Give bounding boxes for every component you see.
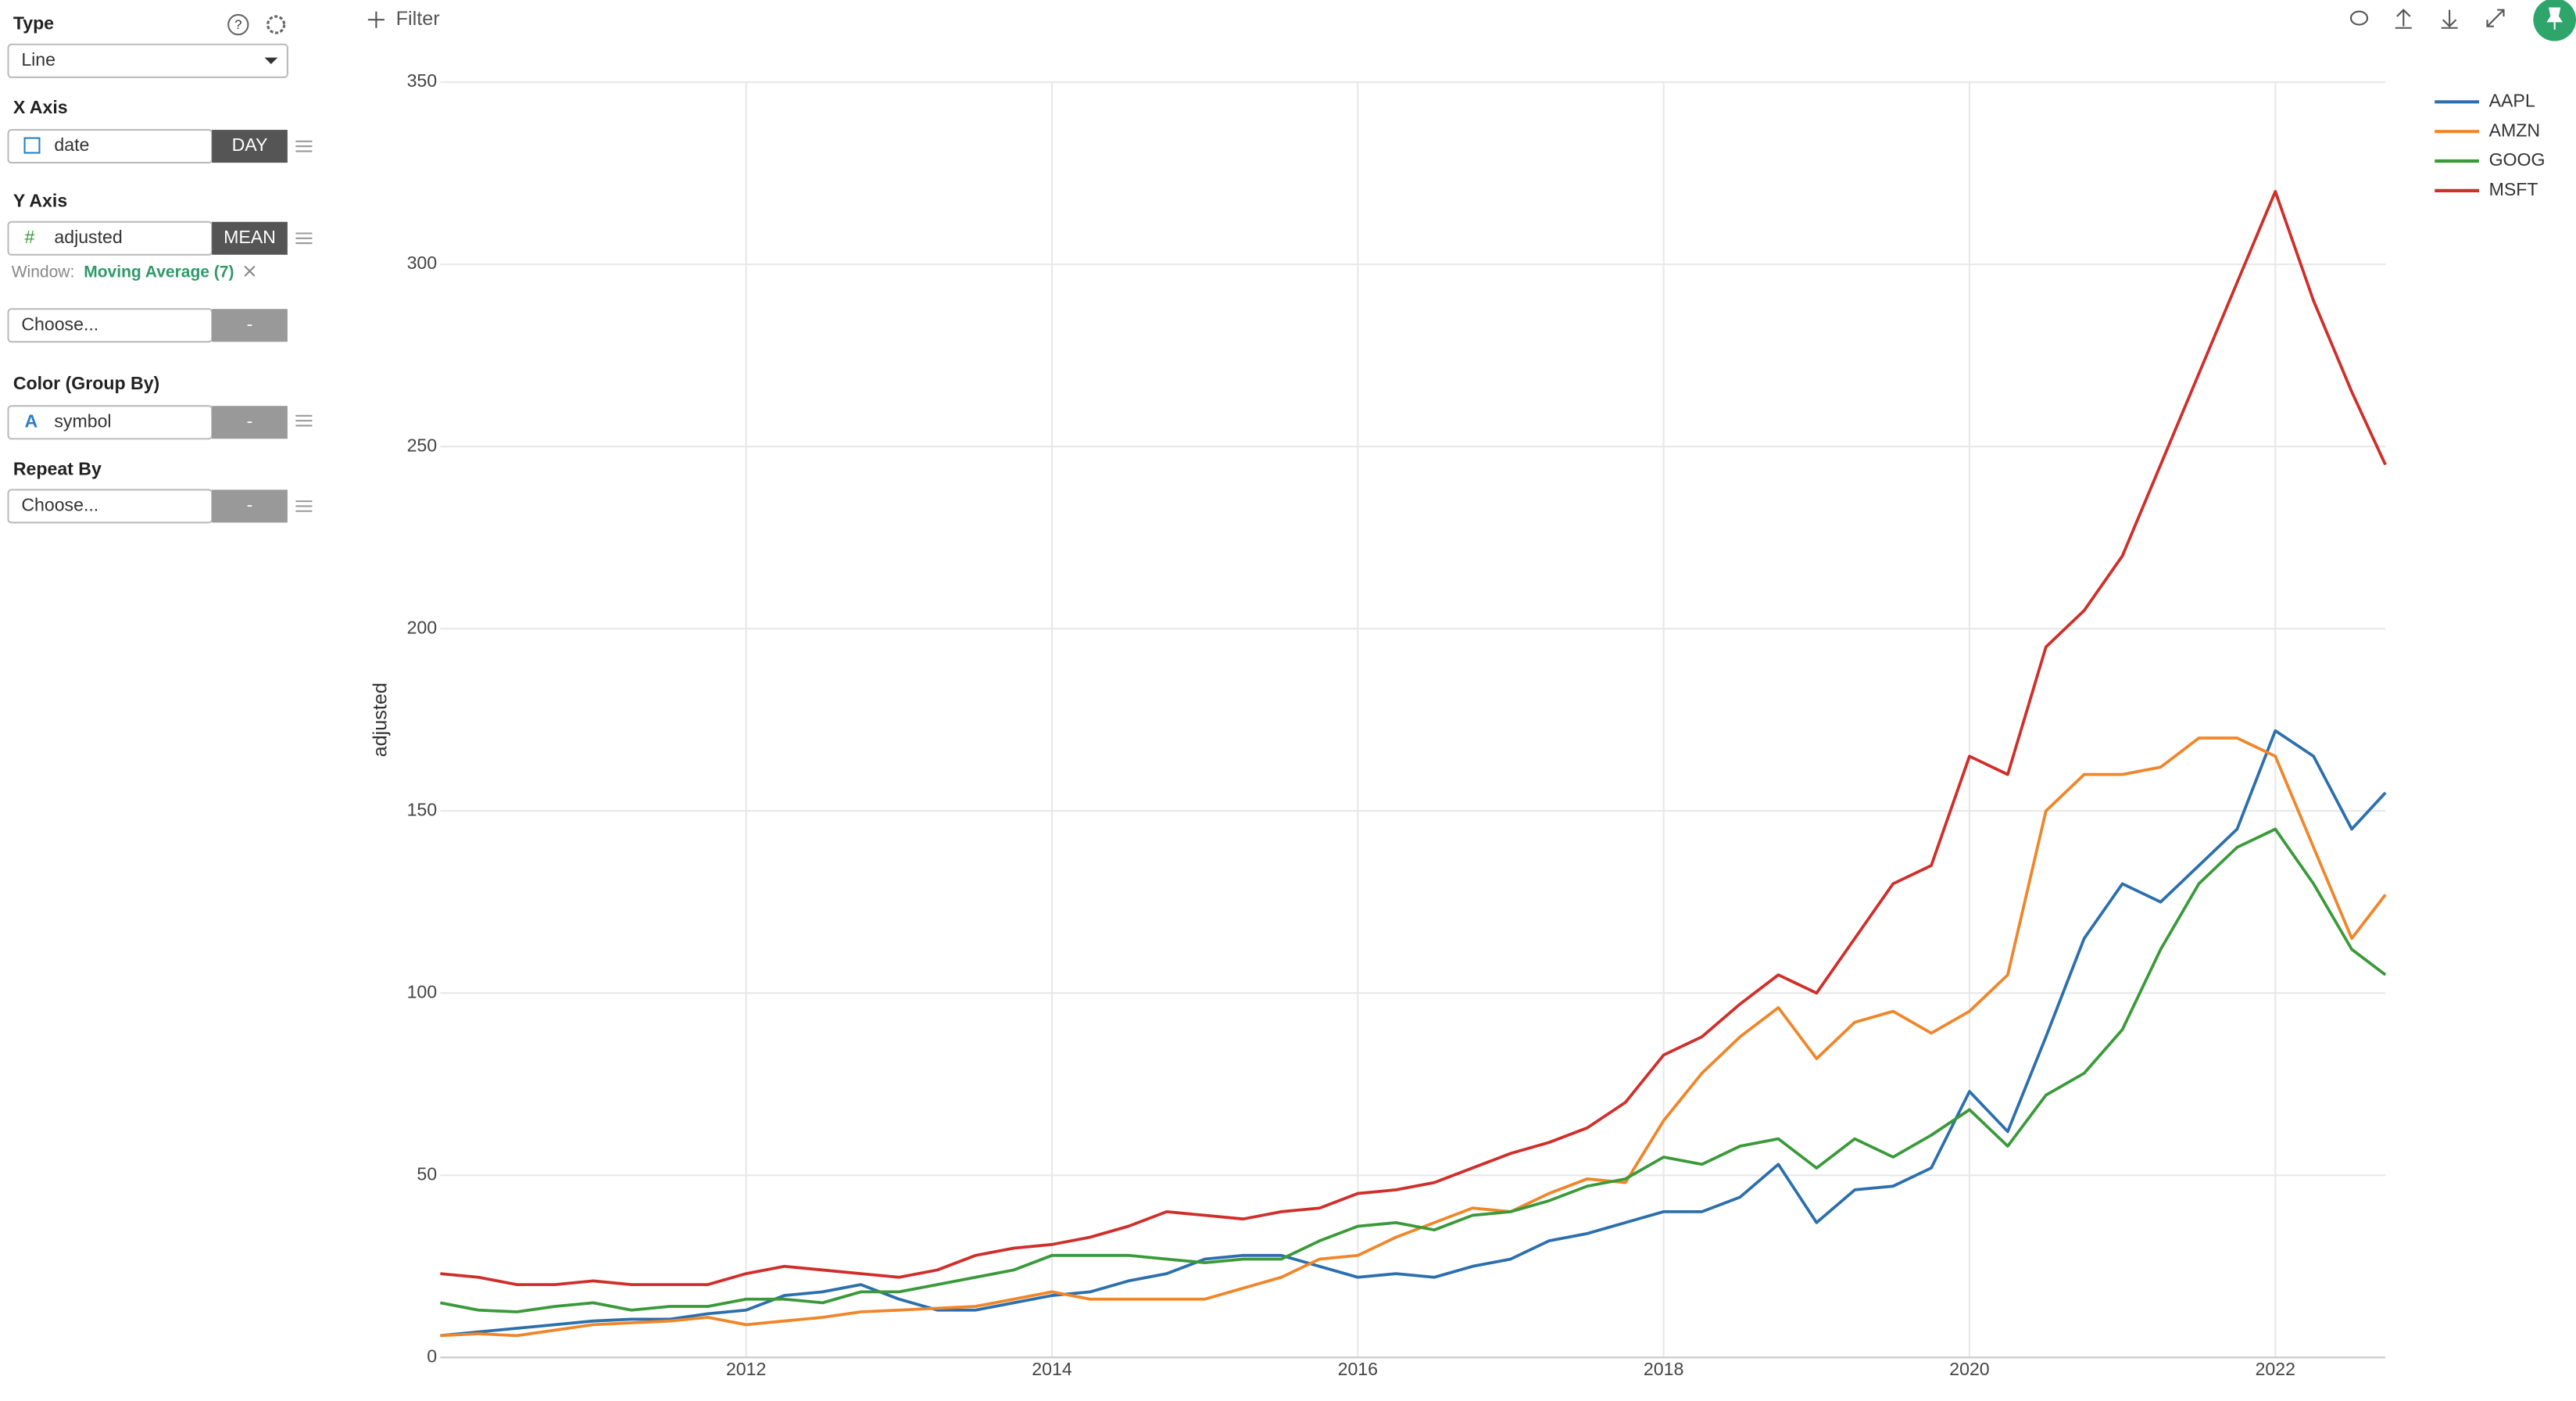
x-agg-text: DAY — [232, 134, 268, 155]
expand-icon[interactable] — [2486, 9, 2505, 27]
y-tick-label: 250 — [407, 435, 438, 455]
legend-label: GOOG — [2489, 149, 2546, 170]
color-agg-text: - — [247, 410, 253, 431]
series-line — [440, 736, 2387, 1338]
repeat-label: Repeat By — [13, 458, 102, 478]
y-tick-label: 150 — [407, 799, 438, 819]
menu-icon[interactable] — [295, 140, 313, 152]
help-icon[interactable] — [227, 13, 249, 36]
x-tick-label: 2022 — [2256, 1359, 2295, 1379]
x-tick-label: 2014 — [1032, 1359, 1072, 1379]
settings-icon[interactable] — [267, 15, 286, 34]
x-field-name: date — [54, 134, 89, 155]
plot: 0 50 100 150 200 250 300 350 2012 2014 2016 2018 202… — [407, 70, 2546, 1379]
x-tick-label: 2020 — [1949, 1359, 1989, 1379]
legend-label: MSFT — [2489, 179, 2538, 199]
y-agg-text: MEAN — [224, 227, 276, 247]
x-tick-label: 2018 — [1644, 1359, 1683, 1379]
extra-agg[interactable] — [212, 309, 288, 342]
comment-icon[interactable] — [2349, 10, 2369, 26]
x-tick-label: 2012 — [726, 1359, 766, 1379]
x-tick-label: 2016 — [1338, 1359, 1378, 1379]
toolbar-icons — [2349, 9, 2505, 29]
text-icon: A — [25, 410, 38, 431]
x-agg[interactable] — [212, 130, 288, 163]
x-axis-label: X Axis — [13, 97, 68, 117]
y-axis-label: Y Axis — [13, 191, 67, 211]
y-tick-label: 0 — [427, 1345, 437, 1366]
window-label: Window: — [12, 263, 75, 281]
number-icon: # — [25, 227, 35, 247]
y-axis-title: adjusted — [369, 683, 391, 757]
y-tick-label: 350 — [407, 70, 438, 91]
series-line — [439, 827, 2387, 1313]
repeat-agg-text: - — [247, 495, 253, 515]
legend-label: AMZN — [2489, 120, 2540, 140]
remove-window[interactable] — [244, 265, 256, 277]
menu-icon[interactable] — [295, 232, 313, 245]
type-dropdown[interactable] — [7, 43, 288, 78]
repeat-agg[interactable] — [212, 489, 288, 523]
y-tick-label: 50 — [417, 1163, 437, 1184]
share-icon[interactable] — [2395, 9, 2412, 29]
series-line — [440, 729, 2387, 1338]
y-agg[interactable] — [212, 221, 288, 255]
repeat-field-name: Choose... — [21, 495, 98, 515]
type-label: Type — [13, 13, 54, 34]
y-field-name: adjusted — [54, 227, 122, 247]
window-value[interactable]: Moving Average (7) — [84, 263, 234, 281]
extra-field-name: Choose... — [21, 314, 98, 334]
filter-button[interactable]: Filter — [396, 8, 440, 30]
dropdown-arrow — [264, 57, 278, 64]
legend-label: AAPL — [2489, 90, 2535, 110]
extra-agg-text: - — [247, 314, 253, 334]
type-value: Line — [21, 49, 55, 70]
add-filter-icon[interactable] — [367, 11, 385, 28]
color-agg[interactable] — [212, 406, 288, 439]
y-tick-label: 300 — [407, 253, 438, 273]
menu-icon[interactable] — [295, 414, 313, 427]
color-field-name: symbol — [54, 410, 111, 431]
series-line — [440, 190, 2387, 1286]
calendar-icon — [23, 137, 41, 154]
download-icon[interactable] — [2441, 9, 2458, 29]
color-label: Color (Group By) — [13, 373, 159, 393]
pin-icon — [2546, 7, 2563, 30]
menu-icon[interactable] — [295, 500, 313, 512]
y-tick-label: 100 — [407, 981, 438, 1001]
help-glyph: ? — [234, 17, 242, 32]
y-tick-label: 200 — [407, 617, 438, 637]
